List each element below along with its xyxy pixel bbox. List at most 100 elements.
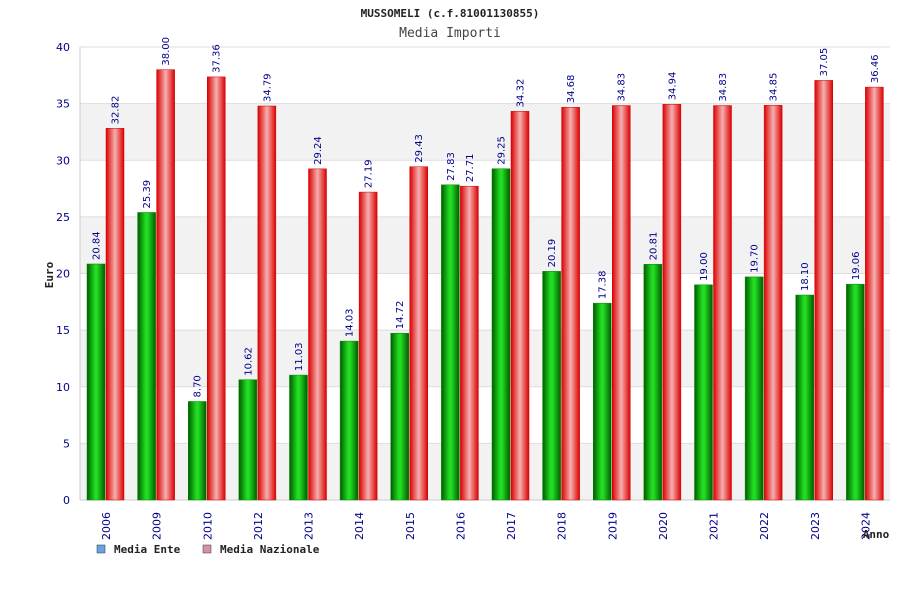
x-tick-label: 2019 [606, 512, 619, 540]
bar-media-ente [390, 333, 409, 501]
legend-label-media-nazionale: Media Nazionale [220, 543, 320, 556]
value-label: 34.83 [617, 73, 628, 102]
x-axis-label: Anno [863, 528, 890, 541]
x-tick-label: 2021 [708, 512, 721, 540]
y-tick-label: 25 [56, 211, 70, 224]
value-label: 27.19 [364, 159, 375, 188]
chart-subtitle: Media Importi [399, 26, 501, 41]
bar-media-ente [289, 374, 308, 501]
y-tick-label: 15 [56, 324, 70, 337]
legend-swatch-media-ente [96, 544, 106, 554]
value-label: 34.83 [718, 73, 729, 102]
x-tick-label: 2015 [404, 512, 417, 540]
x-tick-label: 2016 [454, 512, 467, 540]
bar-media-ente [846, 283, 865, 501]
value-label: 19.70 [750, 244, 761, 273]
x-tick-label: 2014 [353, 512, 366, 540]
legend-swatch-media-nazionale [202, 544, 212, 554]
value-label: 29.25 [497, 136, 508, 165]
x-tick-label: 2010 [201, 512, 214, 540]
bar-media-nazionale [409, 166, 428, 501]
bar-media-nazionale [510, 111, 530, 501]
value-label: 37.36 [212, 44, 223, 73]
value-label: 14.03 [345, 308, 356, 337]
bar-media-ente [643, 264, 663, 501]
bar-media-ente [86, 263, 106, 501]
x-tick-label: 2020 [657, 512, 670, 540]
value-label: 17.38 [598, 271, 609, 300]
bar-media-ente [238, 379, 258, 501]
bar-media-nazionale [257, 105, 277, 501]
bar-media-nazionale [713, 105, 732, 501]
value-label: 34.32 [516, 79, 527, 108]
value-label: 29.43 [414, 134, 425, 163]
x-tick-label: 2013 [303, 512, 316, 540]
value-label: 25.39 [142, 180, 153, 209]
value-label: 37.05 [819, 48, 830, 77]
bar-media-ente [593, 302, 612, 501]
value-label: 29.24 [313, 136, 324, 165]
value-label: 20.81 [648, 232, 659, 261]
y-tick-label: 30 [56, 154, 70, 167]
bar-media-ente [542, 271, 561, 501]
legend-label-media-ente: Media Ente [114, 543, 181, 556]
x-tick-label: 2022 [758, 512, 771, 540]
bar-media-ente [795, 294, 814, 501]
y-axis-label: Euro [43, 261, 56, 288]
y-tick-label: 10 [56, 381, 70, 394]
value-label: 34.94 [667, 72, 678, 101]
value-label: 8.70 [193, 375, 204, 397]
value-label: 36.46 [870, 54, 881, 83]
value-label: 19.00 [699, 252, 710, 281]
value-label: 20.19 [547, 239, 558, 268]
bar-media-ente [491, 168, 511, 501]
bar-media-nazionale [460, 185, 479, 501]
value-label: 32.82 [111, 96, 122, 125]
x-tick-label: 2006 [100, 512, 113, 540]
bar-media-nazionale [156, 69, 175, 501]
legend: Media Ente Media Nazionale [96, 543, 320, 556]
value-label: 27.71 [465, 154, 476, 183]
y-axis-ticks: 0 5 10 15 20 25 30 35 40 [56, 41, 70, 507]
value-label: 18.10 [800, 262, 811, 291]
y-tick-label: 0 [63, 494, 70, 507]
bar-media-ente [744, 276, 764, 501]
value-label: 10.62 [243, 347, 254, 376]
bar-media-nazionale [308, 168, 327, 501]
bar-media-ente [137, 212, 156, 501]
y-tick-label: 5 [63, 437, 70, 450]
value-label: 11.03 [294, 342, 305, 371]
value-label: 14.72 [395, 301, 406, 330]
bar-media-nazionale [763, 105, 783, 501]
chart-title: MUSSOMELI (c.f.81001130855) [361, 7, 540, 20]
x-tick-label: 2012 [252, 512, 265, 540]
bar-media-nazionale [358, 191, 378, 501]
x-tick-label: 2018 [556, 512, 569, 540]
value-label: 38.00 [161, 37, 172, 66]
value-label: 34.79 [262, 73, 273, 102]
x-tick-label: 2009 [151, 512, 164, 540]
x-tick-label: 2023 [809, 512, 822, 540]
bar-media-ente [441, 184, 460, 501]
y-tick-label: 40 [56, 41, 70, 54]
value-label: 20.84 [92, 231, 103, 260]
bar-media-nazionale [662, 104, 682, 501]
value-labels: 20.84 32.82 25.39 38.00 8.70 37.36 10.62 34.79 1… [92, 37, 881, 397]
bar-media-nazionale [612, 105, 631, 501]
bars [86, 69, 884, 501]
bar-media-nazionale [814, 80, 833, 501]
x-tick-label: 2017 [505, 512, 518, 540]
value-label: 34.85 [769, 73, 780, 102]
bar-media-nazionale [561, 106, 580, 501]
bar-media-nazionale [105, 128, 125, 501]
bar-media-ente [694, 284, 713, 501]
bar-media-ente [188, 401, 207, 501]
y-tick-label: 35 [56, 98, 70, 111]
value-label: 19.06 [851, 252, 862, 281]
bar-media-ente [339, 340, 359, 501]
value-label: 27.83 [446, 152, 457, 181]
bar-media-nazionale [207, 76, 226, 501]
y-tick-label: 20 [56, 268, 70, 281]
x-axis-ticks: 2006 2009 2010 2012 2013 2014 2015 2016 2017 2018… [100, 512, 872, 540]
